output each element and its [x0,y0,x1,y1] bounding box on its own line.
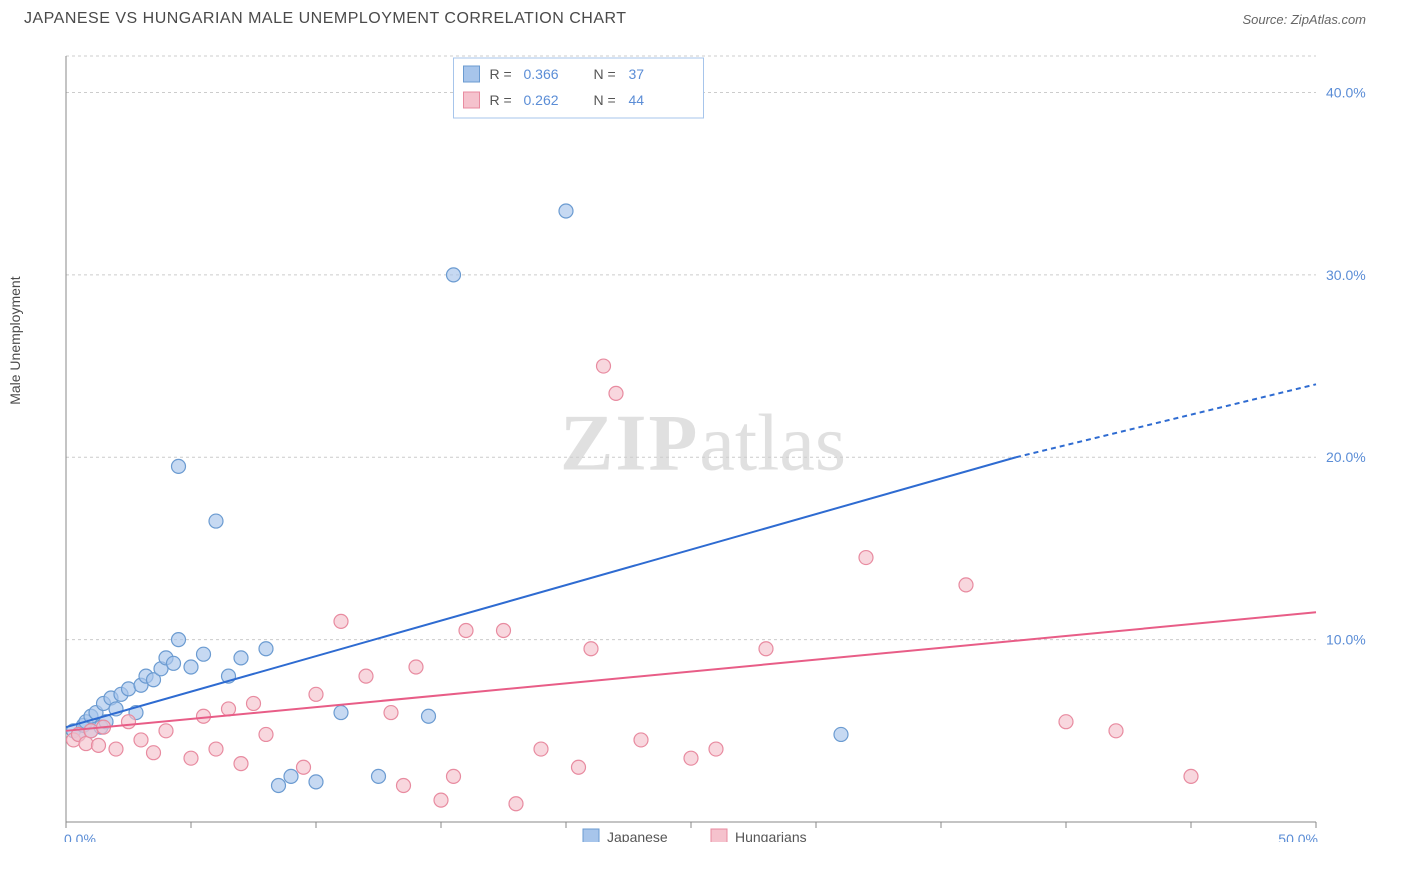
data-point [79,737,93,751]
data-point [122,715,136,729]
legend-n-label: N = [594,66,616,82]
y-tick-label: 10.0% [1326,632,1366,648]
data-point [197,647,211,661]
data-point [359,669,373,683]
data-point [334,614,348,628]
data-point [197,709,211,723]
trend-line-extrapolated [1016,384,1316,457]
legend-r-label: R = [490,66,512,82]
data-point [309,687,323,701]
data-point [384,706,398,720]
legend-r-label: R = [490,92,512,108]
chart-title: JAPANESE VS HUNGARIAN MALE UNEMPLOYMENT … [24,10,627,28]
data-point [172,633,186,647]
data-point [234,757,248,771]
data-point [709,742,723,756]
data-point [534,742,548,756]
data-point [1059,715,1073,729]
data-point [84,724,98,738]
data-point [372,769,386,783]
legend-swatch [711,829,727,842]
data-point [259,642,273,656]
data-point [247,696,261,710]
data-point [134,733,148,747]
data-point [584,642,598,656]
data-point [122,682,136,696]
data-point [167,656,181,670]
legend-n-label: N = [594,92,616,108]
data-point [597,359,611,373]
data-point [309,775,323,789]
scatter-plot: 10.0% 20.0% 30.0% 40.0% 0.0% 50.0% R = 0.366 N =… [60,40,1386,842]
data-point [259,727,273,741]
data-point [109,742,123,756]
y-tick-label: 40.0% [1326,84,1366,100]
data-point [222,702,236,716]
data-point [209,742,223,756]
y-axis-label: Male Unemployment [7,276,23,404]
data-point [92,738,106,752]
legend-n-value: 44 [629,92,645,108]
data-point [1184,769,1198,783]
data-point [447,769,461,783]
legend-n-value: 37 [629,66,645,82]
series-legend-label: Hungarians [735,829,807,842]
data-point [234,651,248,665]
chart-container: Male Unemployment ZIPatlas 10.0%20.0%30.… [20,40,1386,882]
legend-swatch [464,92,480,108]
y-tick-label: 30.0% [1326,267,1366,283]
data-point [497,624,511,638]
trend-line [66,612,1316,731]
legend-r-value: 0.262 [524,92,559,108]
data-point [184,660,198,674]
data-point [572,760,586,774]
data-point [559,204,573,218]
data-point [284,769,298,783]
x-tick-label: 0.0% [64,831,96,842]
data-point [147,746,161,760]
data-point [272,779,286,793]
data-point [759,642,773,656]
source-attribution: Source: ZipAtlas.com [1242,12,1366,27]
data-point [459,624,473,638]
data-point [609,386,623,400]
data-point [172,459,186,473]
data-point [209,514,223,528]
data-point [422,709,436,723]
x-tick-label: 50.0% [1278,831,1318,842]
data-point [184,751,198,765]
data-point [509,797,523,811]
data-point [397,779,411,793]
data-point [859,551,873,565]
data-point [409,660,423,674]
data-point [434,793,448,807]
data-point [1109,724,1123,738]
data-point [334,706,348,720]
y-tick-label: 20.0% [1326,449,1366,465]
data-point [959,578,973,592]
legend-swatch [583,829,599,842]
data-point [634,733,648,747]
data-point [159,724,173,738]
data-point [684,751,698,765]
data-point [447,268,461,282]
data-point [297,760,311,774]
legend-swatch [464,66,480,82]
series-legend-label: Japanese [607,829,668,842]
legend-r-value: 0.366 [524,66,559,82]
data-point [834,727,848,741]
